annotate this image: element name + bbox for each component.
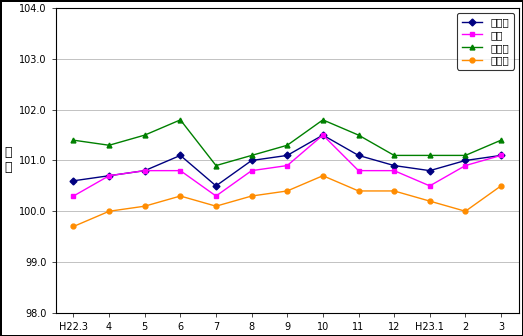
伊賀市 <box>106 209 112 213</box>
Line: 三重県: 三重県 <box>71 133 504 188</box>
桑名市 <box>355 133 361 137</box>
伊賀市 <box>284 189 290 193</box>
Line: 津市: 津市 <box>71 133 504 199</box>
津市 <box>427 184 433 188</box>
三重県 <box>498 154 504 158</box>
津市 <box>284 164 290 168</box>
三重県 <box>391 164 397 168</box>
津市 <box>391 169 397 173</box>
伊賀市 <box>320 174 326 178</box>
三重県 <box>142 169 148 173</box>
Line: 伊賀市: 伊賀市 <box>71 173 504 229</box>
三重県 <box>71 179 77 183</box>
伊賀市 <box>248 194 255 198</box>
津市 <box>142 169 148 173</box>
桑名市 <box>391 154 397 158</box>
津市 <box>213 194 219 198</box>
伊賀市 <box>498 184 504 188</box>
三重県 <box>462 159 469 163</box>
桑名市 <box>177 118 184 122</box>
桑名市 <box>71 138 77 142</box>
桑名市 <box>248 154 255 158</box>
Y-axis label: 指
数: 指 数 <box>4 146 12 174</box>
伊賀市 <box>213 204 219 208</box>
津市 <box>355 169 361 173</box>
Line: 桑名市: 桑名市 <box>71 118 504 168</box>
津市 <box>498 154 504 158</box>
伊賀市 <box>71 224 77 228</box>
三重県 <box>248 159 255 163</box>
津市 <box>106 174 112 178</box>
三重県 <box>355 154 361 158</box>
Legend: 三重県, 津市, 桑名市, 伊賀市: 三重県, 津市, 桑名市, 伊賀市 <box>458 13 514 70</box>
桑名市 <box>498 138 504 142</box>
三重県 <box>320 133 326 137</box>
三重県 <box>284 154 290 158</box>
津市 <box>462 164 469 168</box>
伊賀市 <box>355 189 361 193</box>
桑名市 <box>462 154 469 158</box>
桑名市 <box>284 143 290 147</box>
伊賀市 <box>462 209 469 213</box>
津市 <box>71 194 77 198</box>
伊賀市 <box>391 189 397 193</box>
三重県 <box>427 169 433 173</box>
桑名市 <box>320 118 326 122</box>
伊賀市 <box>142 204 148 208</box>
桑名市 <box>213 164 219 168</box>
三重県 <box>213 184 219 188</box>
伊賀市 <box>177 194 184 198</box>
桑名市 <box>106 143 112 147</box>
津市 <box>177 169 184 173</box>
桑名市 <box>142 133 148 137</box>
津市 <box>320 133 326 137</box>
三重県 <box>177 154 184 158</box>
桑名市 <box>427 154 433 158</box>
三重県 <box>106 174 112 178</box>
津市 <box>248 169 255 173</box>
伊賀市 <box>427 199 433 203</box>
